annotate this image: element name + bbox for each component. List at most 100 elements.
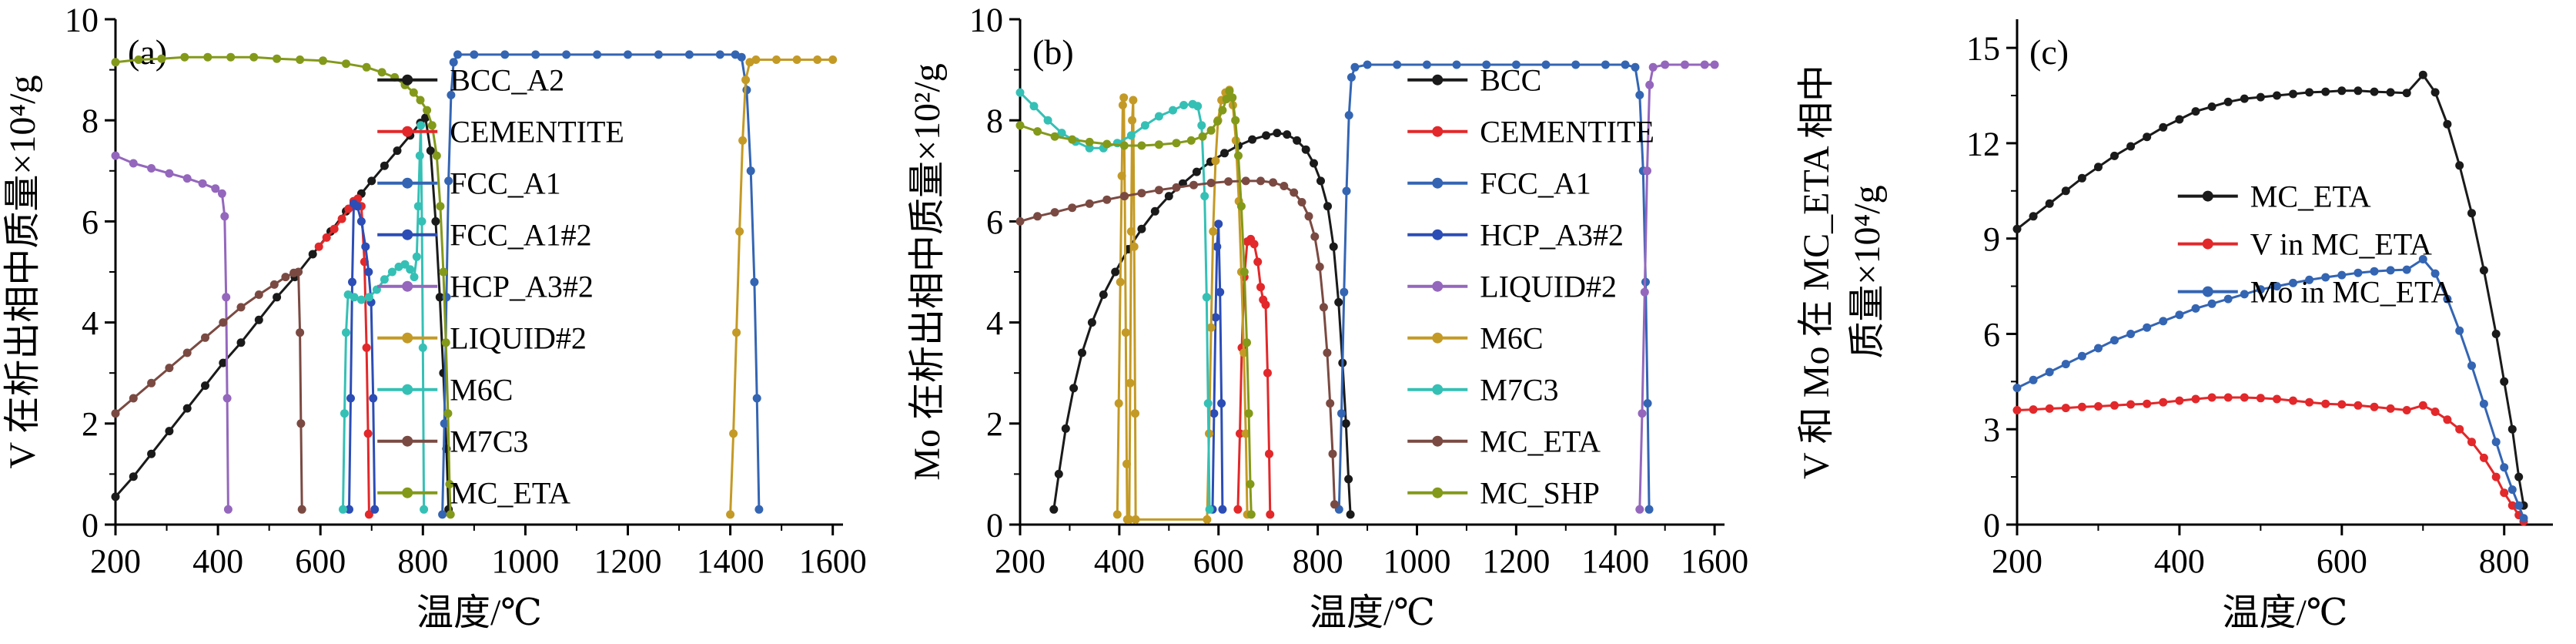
data-point-marker [2223,97,2233,106]
data-point-marker [1482,60,1491,69]
data-point-marker [2507,424,2517,434]
data-point-marker [1057,129,1066,138]
series-line [115,270,303,510]
data-point-marker [348,277,356,287]
x-tick-label: 800 [1293,542,1343,580]
data-point-marker [1121,328,1130,337]
legend-label: LIQUID#2 [1480,270,1617,304]
series-M7C3 [111,267,306,514]
data-point-marker [1033,212,1042,221]
data-point-marker [1233,505,1243,514]
legend-marker [402,280,413,292]
data-point-marker [1218,505,1227,514]
y-tick-label: 3 [1983,411,2000,449]
data-point-marker [2094,402,2103,411]
data-point-marker [147,164,156,173]
series-FCC_A1 [438,50,764,519]
data-point-marker [2386,88,2395,97]
legend-item-HCP_A3#2: HCP_A3#2 [377,270,594,304]
x-tick-label: 1000 [491,542,559,580]
data-point-marker [165,364,174,373]
legend-item-M7C3: M7C3 [377,424,528,459]
y-tick-label: 2 [82,405,99,443]
series-MC_ETA [111,52,455,519]
data-point-marker [362,62,371,72]
data-point-marker [1164,192,1173,201]
panel-label: (c) [2029,32,2069,72]
data-point-marker [2094,163,2103,172]
data-point-marker [1213,242,1222,251]
data-point-marker [1131,515,1140,524]
data-point-marker [2507,485,2517,495]
data-point-marker [738,136,748,145]
data-point-marker [1137,189,1146,198]
data-point-marker [342,328,350,337]
data-point-marker [2491,438,2501,447]
data-point-marker [1209,227,1218,236]
data-point-marker [531,50,540,59]
legend-label: BCC [1480,63,1541,98]
data-point-marker [2402,89,2411,98]
data-point-marker [1231,116,1240,125]
data-point-marker [1217,399,1226,408]
data-point-marker [1029,102,1039,111]
data-point-marker [1228,93,1237,102]
data-point-marker [746,166,755,176]
x-tick-label: 1400 [1581,542,1649,580]
data-point-marker [2061,186,2070,196]
data-point-marker [1122,459,1131,468]
data-point-marker [2143,323,2152,332]
legend-marker [402,74,413,86]
y-tick-label: 0 [986,506,1003,544]
data-point-marker [111,409,120,418]
x-tick-label: 800 [2479,542,2530,580]
data-point-marker [441,338,450,347]
data-point-marker [1112,510,1122,519]
y-tick-label: 0 [1983,506,2000,544]
data-point-marker [735,227,744,236]
data-point-marker [182,348,192,357]
data-point-marker [1205,505,1214,514]
data-point-marker [1241,176,1250,186]
y-tick-label: 6 [82,203,99,241]
data-point-marker [2305,397,2314,407]
x-tick-label: 200 [90,542,141,580]
legend-item-LIQUID#2: LIQUID#2 [377,321,587,356]
series-Mo in MC_ETA [2012,255,2528,523]
data-point-marker [1193,102,1203,111]
data-point-marker [1280,182,1289,190]
data-point-marker [2029,212,2038,221]
data-point-marker [2110,401,2119,410]
data-point-marker [1334,297,1343,307]
data-point-marker [453,50,462,59]
data-point-marker [281,273,290,282]
data-point-marker [203,52,212,62]
series-BCC_A2 [111,113,453,514]
legend-label: MC_ETA [2250,179,2371,214]
data-point-marker [2126,400,2136,409]
data-point-marker [1043,116,1052,125]
data-point-marker [296,419,306,428]
data-point-marker [1315,262,1324,271]
data-point-marker [2012,384,2022,393]
data-point-marker [222,293,231,302]
data-point-marker [449,58,458,67]
data-point-marker [1541,60,1551,69]
data-point-marker [1119,141,1129,150]
data-point-marker [2191,304,2200,313]
x-tick-label: 1200 [594,542,661,580]
data-point-marker [1256,283,1265,292]
data-point-marker [2491,330,2501,338]
data-point-marker [2045,404,2054,413]
data-point-marker [562,50,571,59]
y-tick-label: 10 [969,1,1003,39]
data-point-marker [1234,151,1243,160]
panel-label: (a) [128,32,167,72]
data-point-marker [1344,111,1353,120]
data-point-marker [2240,393,2249,402]
data-point-marker [415,151,424,160]
data-point-marker [1119,93,1129,102]
legend-item-BCC: BCC [1407,63,1541,98]
data-point-marker [654,50,663,59]
data-point-marker [1169,106,1177,115]
